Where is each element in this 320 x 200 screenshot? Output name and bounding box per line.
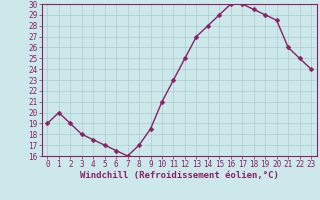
X-axis label: Windchill (Refroidissement éolien,°C): Windchill (Refroidissement éolien,°C) — [80, 171, 279, 180]
